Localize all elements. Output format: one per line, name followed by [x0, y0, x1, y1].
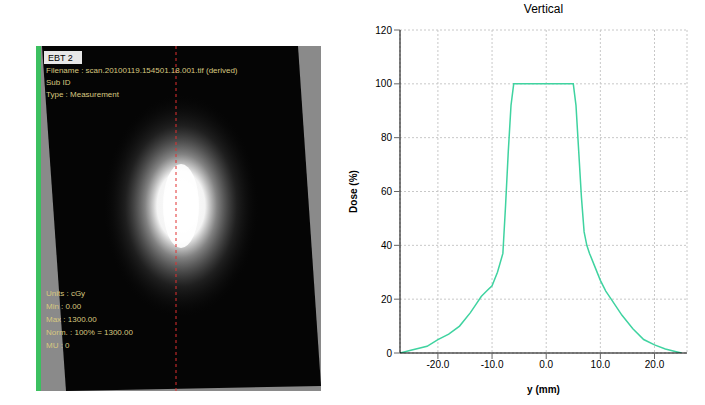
svg-text:y (mm): y (mm): [527, 384, 560, 395]
svg-text:EBT 2: EBT 2: [48, 53, 73, 63]
svg-text:10.0: 10.0: [591, 359, 611, 370]
svg-text:60: 60: [381, 186, 393, 197]
html-text:Vertical: Vertical: [523, 2, 564, 16]
svg-text:Min : 0.00: Min : 0.00: [46, 302, 82, 311]
svg-text:Filename : scan.20100119.15450: Filename : scan.20100119.154501.18.001.t…: [46, 66, 238, 75]
svg-text:Dose (%): Dose (%): [348, 170, 359, 213]
svg-text:0: 0: [386, 348, 392, 359]
svg-text:MU : 0: MU : 0: [46, 341, 70, 350]
svg-text:40: 40: [381, 240, 393, 251]
svg-text:-20.0: -20.0: [427, 359, 450, 370]
svg-text:Units : cGy: Units : cGy: [46, 289, 85, 298]
svg-text:Type : Measurement: Type : Measurement: [46, 90, 120, 99]
svg-text:Max : 1300.00: Max : 1300.00: [46, 315, 97, 324]
svg-text:80: 80: [381, 132, 393, 143]
svg-text:120: 120: [375, 25, 392, 36]
svg-text:100: 100: [375, 78, 392, 89]
svg-text:-10.0: -10.0: [481, 359, 504, 370]
svg-text:Norm. : 100% = 1300.00: Norm. : 100% = 1300.00: [46, 328, 133, 337]
svg-text:20: 20: [381, 294, 393, 305]
svg-text:Sub ID: Sub ID: [46, 78, 71, 87]
svg-text:20.0: 20.0: [645, 359, 665, 370]
svg-text:0.0: 0.0: [539, 359, 553, 370]
